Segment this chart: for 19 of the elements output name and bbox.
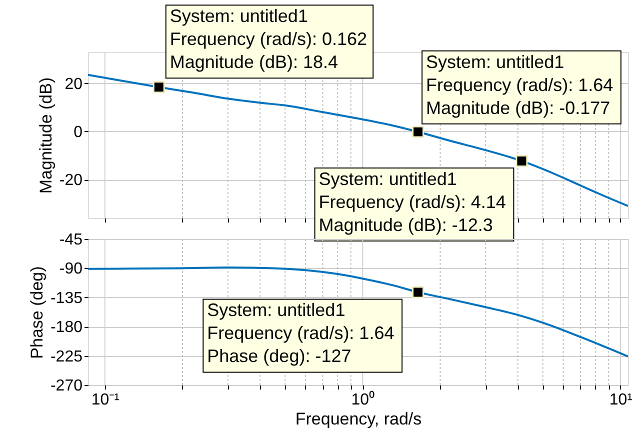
x-tick-label: 10⁰ [351, 390, 376, 408]
annotation: System: untitled1 Frequency (rad/s): 0.162 Magnitude (dB): 18.4 [170, 6, 367, 72]
x-axis-title: Frequency, rad/s [295, 410, 422, 428]
x-tick-label: 10⁻¹ [91, 392, 120, 408]
y-axis-title: Magnitude (dB) [36, 77, 56, 194]
annotation: System: untitled1 Frequency (rad/s): 4.14 Magnitude (dB): -12.3 [318, 168, 506, 235]
y-tick-label: -225 [50, 348, 83, 366]
x-tick-label: 10¹ [609, 392, 632, 408]
annotation: System: untitled1 Frequency (rad/s): 1.64 Phase (deg): -127 [207, 300, 394, 366]
y-tick-label: 20 [64, 76, 83, 93]
y-tick-label: -270 [50, 378, 83, 394]
y-tick-label: -20 [59, 172, 83, 190]
y-axis-title: Phase (deg) [27, 266, 46, 359]
y-tick-label: 0 [74, 124, 83, 141]
y-tick-label: -45 [59, 232, 83, 248]
y-tick-label: -180 [50, 319, 83, 336]
annotation: System: untitled1 Frequency (rad/s): 1.64 Magnitude (dB): -0.177 [426, 52, 614, 118]
y-tick-label: -90 [59, 260, 83, 278]
y-tick-label: -135 [50, 290, 83, 307]
